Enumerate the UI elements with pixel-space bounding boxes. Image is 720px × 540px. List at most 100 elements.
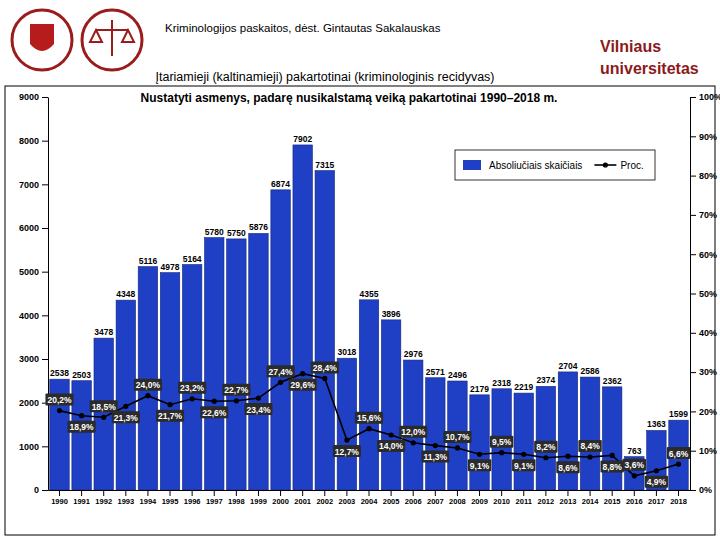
marker xyxy=(101,415,106,420)
tick-mark xyxy=(42,141,48,142)
label-box xyxy=(556,461,579,473)
tick-label: 1990 xyxy=(51,497,68,506)
marker xyxy=(543,455,548,460)
marker xyxy=(565,454,570,459)
tick-mark xyxy=(42,446,48,447)
bar xyxy=(647,430,666,490)
bar-label: 3018 xyxy=(337,347,356,357)
marker xyxy=(477,452,482,457)
tick-mark xyxy=(612,490,613,496)
tick-label: 1998 xyxy=(228,497,245,506)
tick-label: 1997 xyxy=(206,497,223,506)
line-label: 6,6% xyxy=(667,447,690,459)
tick-label: 9000 xyxy=(19,92,39,102)
tick-mark xyxy=(170,490,171,496)
tick: 70% xyxy=(690,210,717,220)
tick: 100% xyxy=(690,92,720,102)
label-box xyxy=(667,447,690,459)
label-box xyxy=(90,400,118,412)
axis-yticks: 0100020003000400050006000700080009000 xyxy=(19,92,49,495)
line-label: 23,2% xyxy=(178,382,206,394)
label-box xyxy=(600,460,623,472)
tick: 6000 xyxy=(19,223,48,233)
marker xyxy=(190,396,195,401)
tick: 2010 xyxy=(493,490,510,506)
bar-label: 5116 xyxy=(139,256,158,266)
label-box xyxy=(112,411,140,423)
line-label: 9,1% xyxy=(512,459,535,471)
bar-label: 3478 xyxy=(94,327,113,337)
bar-label: 5164 xyxy=(183,254,202,264)
tick: 1998 xyxy=(228,490,245,506)
marker xyxy=(366,426,371,431)
bar-label: 4355 xyxy=(360,289,379,299)
tick: 90% xyxy=(690,132,717,142)
label-box xyxy=(422,451,450,463)
bar-label: 2503 xyxy=(72,370,91,380)
tick: 2011 xyxy=(516,490,532,506)
tick: 80% xyxy=(690,171,717,181)
line-label: 24,0% xyxy=(134,379,162,391)
tick-mark xyxy=(678,490,679,496)
line-label-text: 21,7% xyxy=(158,411,183,421)
tick-mark xyxy=(567,490,568,496)
tick: 1995 xyxy=(162,490,179,506)
label-box xyxy=(45,394,73,406)
tick-mark xyxy=(457,490,458,496)
tick: 1992 xyxy=(95,490,112,506)
tick-mark xyxy=(42,184,48,185)
marker xyxy=(676,461,681,466)
label-box xyxy=(68,421,96,433)
tick: 2000 xyxy=(272,490,289,506)
tick: 30% xyxy=(690,367,717,377)
logo-ring xyxy=(12,10,72,70)
tick-label: 2000 xyxy=(19,398,39,408)
bar-label: 1363 xyxy=(647,419,666,429)
legend-marker xyxy=(603,162,608,167)
tick: 2001 xyxy=(294,490,311,506)
tick-label: 2003 xyxy=(339,497,356,506)
line-label: 8,2% xyxy=(534,441,557,453)
bar-label: 2219 xyxy=(514,382,533,392)
tick: 2016 xyxy=(626,490,643,506)
tick-mark xyxy=(103,490,104,496)
tick: 2007 xyxy=(427,490,444,506)
logo-left xyxy=(12,10,72,70)
line-label-text: 3,6% xyxy=(625,460,645,470)
tick-label: 0 xyxy=(34,485,39,495)
label-box xyxy=(512,459,535,471)
header: Kriminologijos paskaitos, dėst. Gintauta… xyxy=(165,22,441,34)
marker xyxy=(455,445,460,450)
tick: 2002 xyxy=(316,490,333,506)
line-label-text: 23,4% xyxy=(246,405,271,415)
tick-label: 2013 xyxy=(560,497,577,506)
legend-item: Absoliučiais skaičiais xyxy=(463,160,582,171)
line-label: 9,1% xyxy=(468,459,491,471)
bar-label: 2179 xyxy=(470,384,489,394)
tick-mark xyxy=(42,272,48,273)
tick-label: 2005 xyxy=(383,497,400,506)
line-label: 8,4% xyxy=(578,440,601,452)
tick: 40% xyxy=(690,328,717,338)
bar-label: 2538 xyxy=(50,368,69,378)
tick-label: 1000 xyxy=(19,442,39,452)
marker xyxy=(322,376,327,381)
tick-mark xyxy=(690,97,696,98)
line-label-text: 22,6% xyxy=(202,408,227,418)
tick-mark xyxy=(42,315,48,316)
line-label-text: 28,4% xyxy=(313,363,338,373)
tick: 2015 xyxy=(604,490,621,506)
tick-mark xyxy=(369,490,370,496)
line-label: 18,9% xyxy=(68,421,96,433)
tick-label: 2016 xyxy=(626,497,643,506)
line-label-text: 12,0% xyxy=(401,427,426,437)
tick-mark xyxy=(590,490,591,496)
marker xyxy=(521,452,526,457)
line-label-text: 23,2% xyxy=(180,383,205,393)
label-box xyxy=(490,436,513,448)
bar xyxy=(337,358,356,490)
line-label: 12,7% xyxy=(333,445,361,457)
data-labels: 2538250334784348511649785164578057505876… xyxy=(45,134,690,488)
tick-label: 70% xyxy=(699,210,717,220)
marker xyxy=(300,371,305,376)
